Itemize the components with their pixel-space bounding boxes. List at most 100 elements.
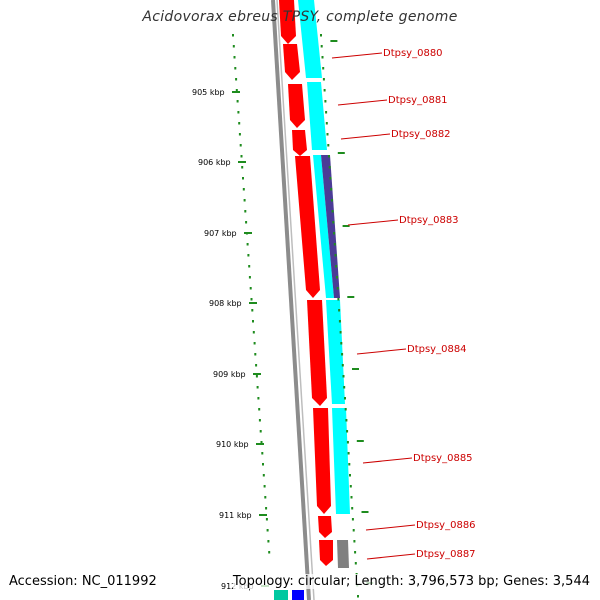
tick-dot-right	[321, 56, 324, 59]
tick-dot-right	[343, 386, 346, 389]
tick-dot-left	[264, 496, 267, 499]
scale-label: 907 kbp	[204, 229, 237, 238]
tick-major-left	[253, 373, 261, 375]
tick-dot-right	[327, 144, 330, 147]
tick-dot-left	[237, 111, 240, 114]
gene-red-0882b[interactable]	[292, 130, 307, 156]
tick-dot-left	[254, 353, 257, 356]
gene-cyan-0881[interactable]	[307, 82, 327, 150]
tick-dot-right	[322, 67, 325, 70]
tick-dot-right	[322, 78, 325, 81]
tick-dot-left	[252, 320, 254, 323]
gene-red-0882a[interactable]	[288, 84, 305, 128]
gene-red-0881[interactable]	[283, 44, 300, 80]
tick-dot-left	[259, 430, 262, 433]
tick-major-right	[330, 40, 338, 42]
tick-dot-left	[238, 133, 241, 136]
gene-label[interactable]: Dtpsy_0884	[407, 344, 467, 355]
tick-dot-right	[354, 551, 357, 554]
gene-label[interactable]: Dtpsy_0887	[416, 549, 476, 560]
tick-dot-right	[342, 375, 345, 378]
tick-dot-left	[258, 419, 261, 422]
gene-label[interactable]: Dtpsy_0880	[383, 48, 443, 59]
gene-red-0885[interactable]	[313, 408, 331, 514]
tick-dot-right	[326, 133, 329, 136]
gene-red-0886[interactable]	[318, 516, 332, 538]
tick-dot-left	[241, 166, 244, 169]
tick-dot-left	[242, 177, 244, 180]
tick-dot-left	[242, 188, 245, 191]
tick-dot-left	[248, 276, 251, 279]
tick-major-left	[256, 443, 264, 445]
gene-label[interactable]: Dtpsy_0882	[391, 129, 451, 140]
gene-gray-0887[interactable]	[337, 540, 349, 568]
scale-label: 905 kbp	[192, 88, 225, 97]
genome-backbone	[271, 0, 311, 600]
tick-dot-left	[256, 386, 259, 389]
scale-label: 911 kbp	[219, 511, 252, 520]
gene-cyan-0880[interactable]	[298, 0, 322, 78]
tick-dot-left	[233, 56, 236, 59]
tick-dot-right	[345, 419, 348, 422]
tick-dot-right	[341, 364, 344, 367]
gene-cyan-0885[interactable]	[332, 408, 350, 514]
gene-cyan-0884[interactable]	[326, 300, 345, 404]
gene-red-0883[interactable]	[295, 156, 320, 298]
tick-major-right	[342, 225, 350, 227]
gene-label[interactable]: Dtpsy_0883	[399, 215, 459, 226]
tick-dot-right	[339, 331, 342, 334]
tick-dot-right	[329, 177, 332, 180]
tick-major-left	[238, 161, 246, 163]
tick-dot-left	[240, 155, 243, 158]
tick-dot-left	[258, 408, 261, 411]
tick-dot-right	[334, 254, 337, 257]
gene-label[interactable]: Dtpsy_0885	[413, 453, 473, 464]
tick-dot-right	[346, 441, 349, 444]
tick-dot-right	[357, 595, 359, 598]
tick-dot-right	[335, 265, 338, 268]
tick-major-right	[347, 296, 355, 298]
accession-text: Accession: NC_011992	[9, 574, 157, 589]
tick-dot-right	[328, 166, 331, 169]
tick-dot-left	[234, 67, 237, 70]
gene-purple-0883[interactable]	[321, 155, 340, 298]
gene-red-0887[interactable]	[319, 540, 333, 566]
tick-dot-left	[266, 529, 269, 532]
tick-dot-right	[348, 463, 351, 466]
tick-dot-right	[341, 353, 344, 356]
tick-dot-left	[265, 507, 268, 510]
tick-dot-left	[262, 474, 265, 477]
gene-leader-line	[356, 348, 407, 355]
tick-dot-right	[320, 34, 322, 37]
gene-label[interactable]: Dtpsy_0881	[388, 95, 448, 106]
tick-dot-left	[247, 254, 250, 257]
tick-dot-right	[350, 496, 353, 499]
tick-dot-left	[255, 375, 258, 378]
tick-dot-right	[340, 342, 343, 345]
tick-dot-left	[257, 397, 260, 400]
tick-dot-right	[349, 474, 351, 477]
tick-dot-right	[344, 397, 346, 400]
tick-major-left	[249, 302, 257, 304]
gene-red-0884[interactable]	[307, 300, 327, 406]
tick-dot-left	[238, 122, 241, 125]
tick-dot-left	[239, 144, 242, 147]
gene-red-0880[interactable]	[279, 0, 296, 44]
gene-labels: Dtpsy_0880 Dtpsy_0881 Dtpsy_0882 Dtpsy_0883…	[331, 48, 476, 560]
gene-cyan-0883[interactable]	[313, 155, 334, 298]
tick-dot-right	[325, 111, 328, 114]
tick-dot-right	[346, 430, 349, 433]
scale-ticks-left	[232, 34, 271, 554]
gene-label[interactable]: Dtpsy_0886	[416, 520, 476, 531]
tick-dot-right	[336, 276, 338, 279]
tick-dot-left	[235, 89, 238, 92]
tick-dot-right	[336, 287, 339, 290]
tick-dot-right	[344, 408, 347, 411]
tick-dot-left	[250, 298, 253, 301]
tick-dot-right	[354, 562, 357, 565]
scale-labels: 905 kbp 906 kbp 907 kbp 908 kbp 909 kbp 910 k…	[192, 88, 269, 591]
tick-dot-left	[262, 463, 264, 466]
tick-dot-left	[248, 265, 251, 268]
tick-dot-left	[236, 100, 239, 103]
gene-leader-line	[365, 524, 416, 531]
